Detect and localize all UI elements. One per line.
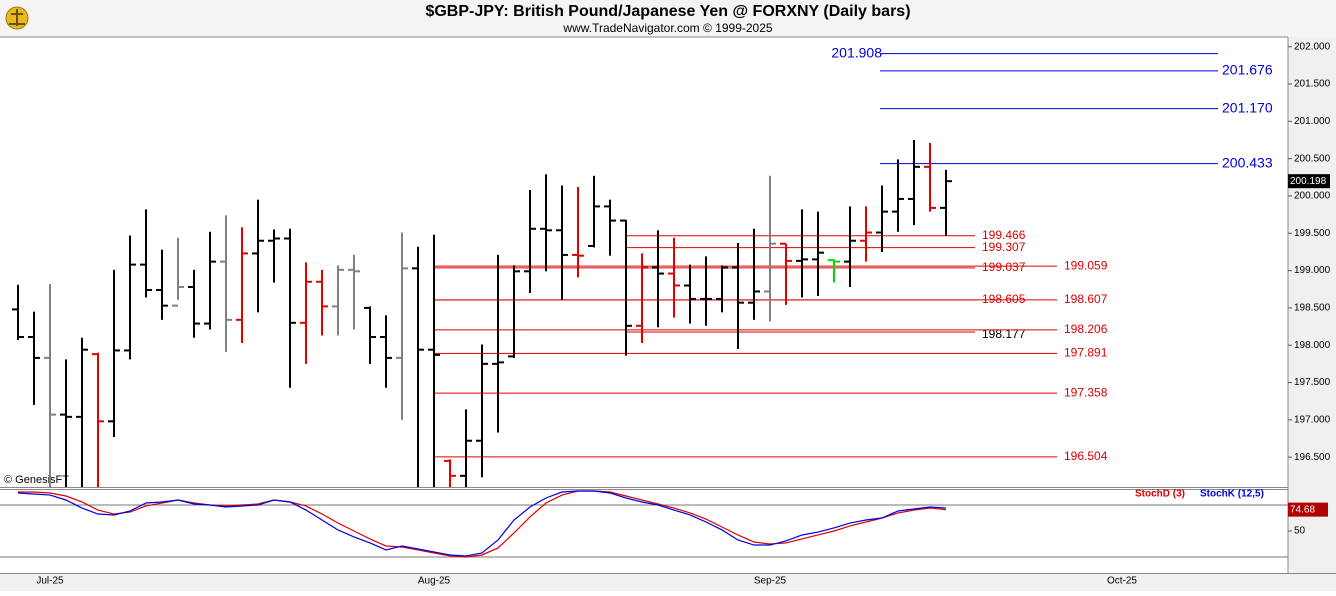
y-tick-label: 200.000	[1294, 191, 1331, 202]
y-tick-label: 199.000	[1294, 265, 1331, 276]
x-tick-label: Oct-25	[1107, 576, 1137, 587]
last-value-label: 74.68	[1290, 504, 1315, 515]
last-value-box	[1288, 502, 1328, 517]
axes: 196.500 197.000 197.500 198.000 198.500 199.0…	[36, 41, 1330, 586]
level-label: 198.206	[1064, 322, 1108, 336]
copyright: © GenesisFT	[4, 474, 69, 486]
level-label: 197.891	[1064, 346, 1108, 360]
header-bg	[0, 0, 1336, 37]
x-tick-label: Aug-25	[418, 576, 451, 587]
level-label: 198.177	[982, 327, 1026, 341]
chart-title: $GBP-JPY: British Pound/Japanese Yen @ F…	[425, 3, 910, 20]
chart-subtitle: www.TradeNavigator.com © 1999-2025	[562, 21, 772, 35]
logo	[5, 6, 29, 30]
level-label: 201.170	[1222, 99, 1273, 115]
y-tick-label: 197.000	[1294, 414, 1331, 425]
level-label: 199.307	[982, 240, 1026, 254]
last-price-box	[1288, 174, 1330, 189]
last-price-label: 200.198	[1290, 176, 1327, 187]
x-axis-bg	[0, 573, 1336, 591]
level-label: 198.605	[982, 292, 1026, 306]
y-tick-label: 197.500	[1294, 377, 1331, 388]
legend-entry: StochK (12,5)	[1200, 489, 1264, 500]
level-label: 201.676	[1222, 62, 1273, 78]
y-tick-label: 202.000	[1294, 41, 1331, 52]
level-label: 199.037	[982, 260, 1026, 274]
y-tick-label: 201.000	[1294, 116, 1331, 127]
level-label: 199.059	[1064, 258, 1108, 272]
y-tick-label: 196.500	[1294, 452, 1331, 463]
y-tick-label: 200.500	[1294, 153, 1331, 164]
y-axis-bg	[1288, 37, 1336, 591]
stoch-line	[17, 490, 947, 557]
level-label: 200.433	[1222, 154, 1273, 170]
y-tick-label: 199.500	[1294, 228, 1331, 239]
price-panel: 201.908 201.676 201.170 200.433 199.466199.3…	[12, 44, 1273, 487]
level-label: 201.908	[831, 44, 882, 60]
level-label: 197.358	[1064, 385, 1108, 399]
x-tick-label: Jul-25	[36, 576, 64, 587]
level-label: 196.504	[1064, 449, 1108, 463]
legend-entry: StochD (3)	[1135, 489, 1185, 500]
y-tick-label: 198.500	[1294, 303, 1331, 314]
x-tick-label: Sep-25	[754, 576, 787, 587]
y-tick-label: 201.500	[1294, 79, 1331, 90]
y-tick-label: 198.000	[1294, 340, 1331, 351]
level-label: 198.607	[1064, 292, 1108, 306]
stochastic-panel	[0, 490, 1288, 558]
y-tick-label: 50	[1294, 526, 1306, 537]
level-label: 199.466	[982, 228, 1026, 242]
